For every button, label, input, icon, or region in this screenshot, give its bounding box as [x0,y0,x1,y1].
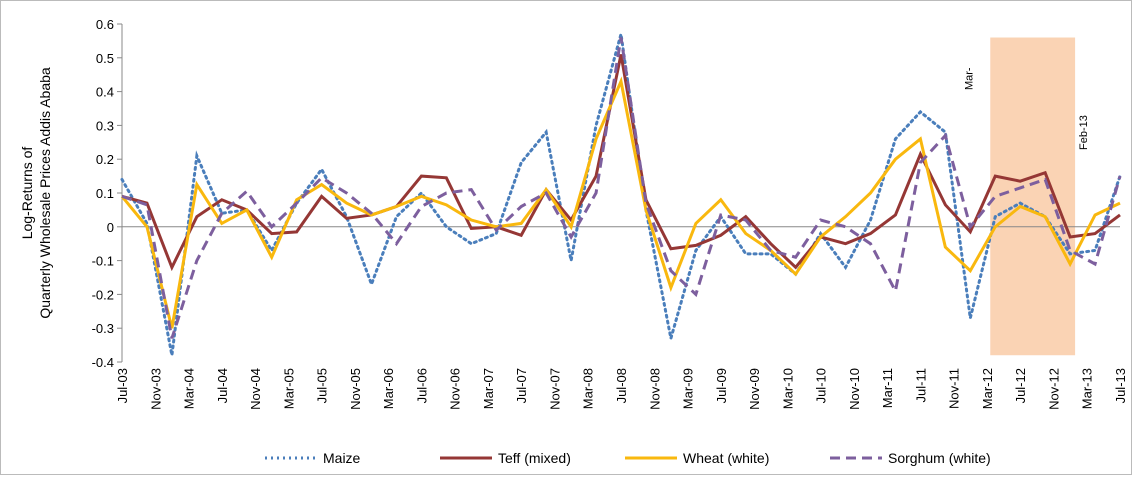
y-tick-label: -0.2 [92,287,114,302]
x-tick-label: Jul-11 [913,368,928,402]
series-line [121,37,1122,339]
y-tick-label: 0.2 [96,152,114,167]
x-tick-label: Nov-05 [348,368,363,410]
legend-label: Wheat (white) [683,450,769,466]
x-tick-label: Nov-07 [547,368,562,410]
y-tick-label: -0.4 [92,355,114,370]
series-line [120,76,1121,329]
x-tick-label: Nov-08 [647,368,662,410]
y-axis-label: Log-Returns of [19,147,35,240]
x-tick-label: Jul-04 [215,368,230,403]
x-tick-label: Jul-08 [614,368,629,403]
y-tick-label: 0.1 [96,186,114,201]
x-tick-label: Mar-07 [481,368,496,409]
x-tick-label: Nov-03 [148,368,163,410]
x-tick-label: Nov-12 [1046,368,1061,410]
x-tick-label: Nov-10 [847,368,862,410]
y-tick-label: 0.3 [96,118,114,133]
y-tick-label: 0.5 [96,51,114,66]
x-tick-label: Mar-12 [980,368,995,409]
x-tick-label: Jul-09 [714,368,729,403]
x-tick-label: Nov-04 [248,368,263,410]
legend-label: Maize [323,450,361,466]
highlight-region [990,37,1076,356]
annotation: Mar- [963,67,975,90]
x-tick-label: Mar-10 [780,368,795,409]
x-tick-label: Jul-03 [115,368,130,403]
y-tick-label: 0.6 [96,17,114,32]
x-tick-label: Mar-09 [681,368,696,409]
series-line [121,54,1121,272]
x-tick-label: Mar-05 [281,368,296,409]
x-tick-label: Jul-12 [1013,368,1028,403]
x-tick-label: Jul-10 [814,368,829,403]
y-tick-label: -0.3 [92,321,114,336]
x-tick-label: Mar-11 [880,368,895,408]
x-tick-label: Mar-08 [581,368,596,409]
x-tick-label: Jul-13 [1113,368,1128,403]
x-tick-label: Nov-06 [448,368,463,410]
x-tick-label: Jul-05 [315,368,330,403]
x-tick-label: Mar-04 [182,368,197,409]
x-tick-label: Mar-13 [1080,368,1095,409]
y-tick-label: -0.1 [92,254,114,269]
x-tick-label: Jul-06 [414,368,429,403]
y-axis-label: Quarterly Wholesale Prices Addis Ababa [37,67,53,319]
y-tick-label: 0 [107,220,114,235]
x-tick-label: Nov-09 [747,368,762,410]
x-tick-label: Nov-11 [947,368,962,409]
y-tick-label: 0.4 [96,85,114,100]
legend-label: Teff (mixed) [498,450,571,466]
x-tick-label: Jul-07 [514,368,529,403]
legend-label: Sorghum (white) [888,450,991,466]
x-tick-label: Mar-06 [381,368,396,409]
annotation: Feb-13 [1078,115,1090,150]
